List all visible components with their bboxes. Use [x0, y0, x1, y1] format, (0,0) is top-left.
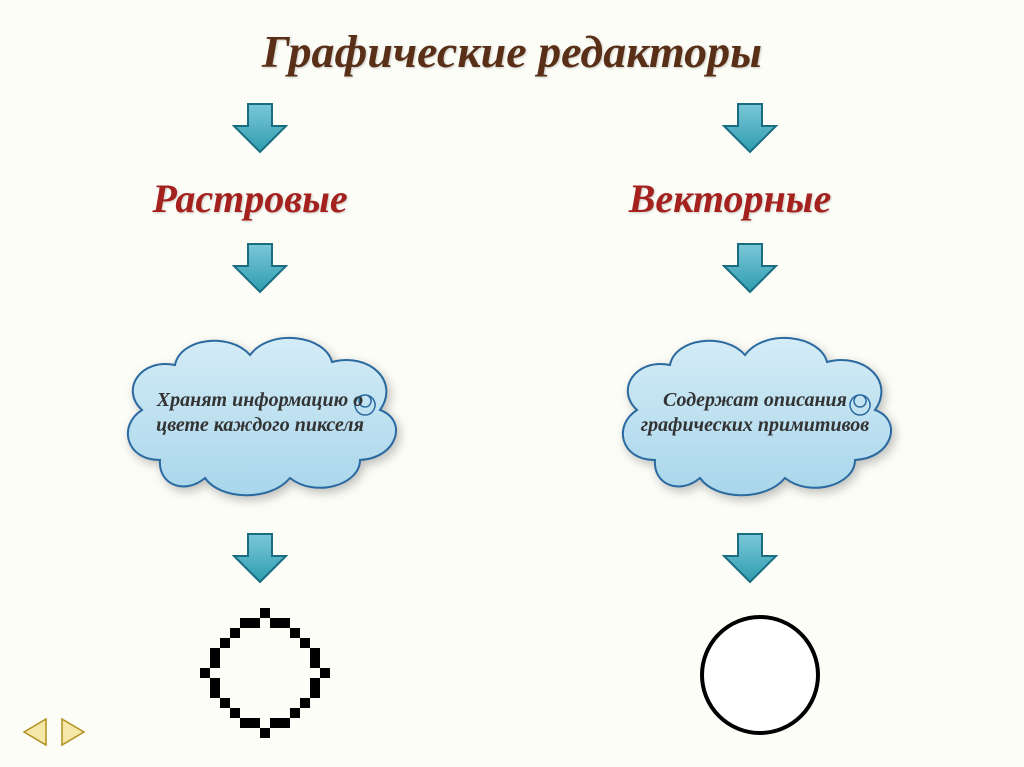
raster-circle-example: [200, 608, 330, 738]
next-slide-button[interactable]: [56, 715, 90, 749]
cloud-text-raster: Хранят информацию о цвете каждого пиксел…: [110, 388, 410, 438]
cloud-raster: Хранят информацию о цвете каждого пиксел…: [110, 320, 410, 505]
arrow-down-icon: [230, 100, 290, 156]
arrow-down-icon: [230, 240, 290, 296]
branch-label-raster: Растровые: [80, 175, 420, 222]
cloud-vector: Содержат описания графических примитивов: [605, 320, 905, 505]
cloud-text-vector: Содержат описания графических примитивов: [605, 388, 905, 438]
page-title: Графические редакторы: [0, 25, 1024, 78]
arrow-down-icon: [720, 530, 780, 586]
vector-circle-example: [700, 615, 820, 735]
branch-label-vector: Векторные: [560, 175, 900, 222]
arrow-down-icon: [230, 530, 290, 586]
prev-slide-button[interactable]: [18, 715, 52, 749]
arrow-down-icon: [720, 100, 780, 156]
arrow-down-icon: [720, 240, 780, 296]
